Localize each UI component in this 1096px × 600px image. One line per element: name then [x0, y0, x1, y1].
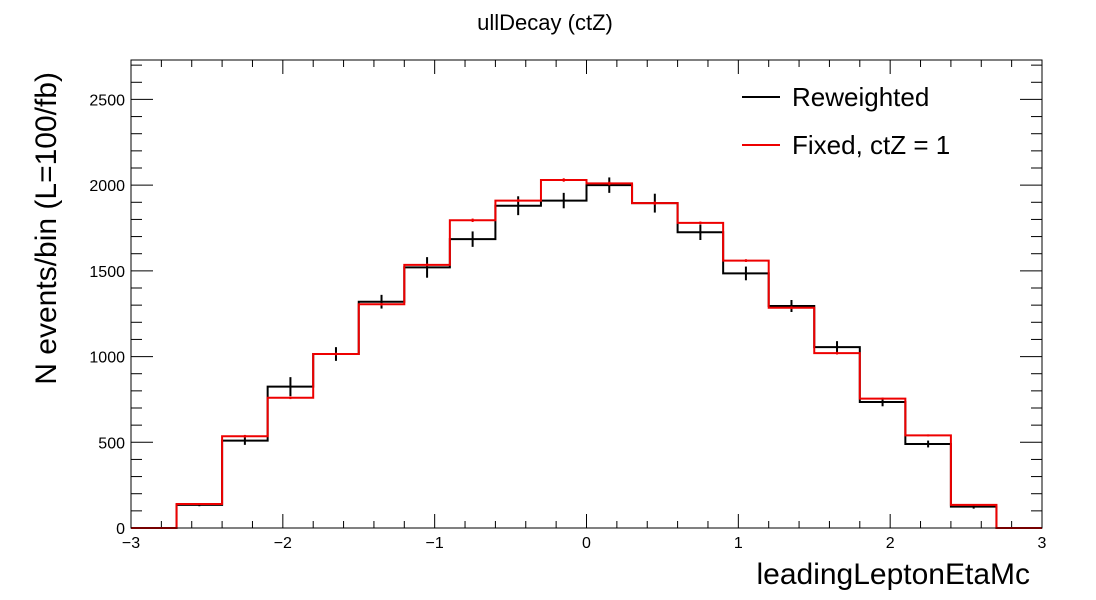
y-tick-label: 0 — [116, 521, 125, 538]
legend-label: Fixed, ctZ = 1 — [792, 130, 950, 160]
y-tick-label: 1000 — [89, 350, 125, 367]
y-tick-label: 1500 — [89, 264, 125, 281]
series-fixed — [131, 178, 1042, 529]
x-tick-label: 3 — [1038, 535, 1047, 552]
y-tick-label: 500 — [98, 435, 125, 452]
y-axis-title: N events/bin (L=100/fb) — [30, 72, 63, 385]
plot-frame — [130, 59, 1043, 529]
x-tick-label: −1 — [426, 535, 444, 552]
x-axis-title: leadingLeptonEtaMc — [756, 558, 1030, 591]
x-tick-labels: −3 −2 −1 0 1 2 3 — [122, 535, 1047, 552]
x-tick-label: 2 — [886, 535, 895, 552]
x-tick-label: 1 — [734, 535, 743, 552]
y-tick-label: 2500 — [89, 92, 125, 109]
legend-label: Reweighted — [792, 82, 929, 112]
series-layer — [131, 177, 1042, 529]
x-tick-label: −2 — [274, 535, 292, 552]
chart-title: ullDecay (ctZ) — [477, 10, 613, 35]
y-tick-labels: 0 500 1000 1500 2000 2500 — [89, 92, 125, 538]
y-tick-label: 2000 — [89, 178, 125, 195]
legend: Reweighted Fixed, ctZ = 1 — [742, 82, 950, 160]
x-tick-label: −3 — [122, 535, 140, 552]
x-tick-label: 0 — [582, 535, 591, 552]
